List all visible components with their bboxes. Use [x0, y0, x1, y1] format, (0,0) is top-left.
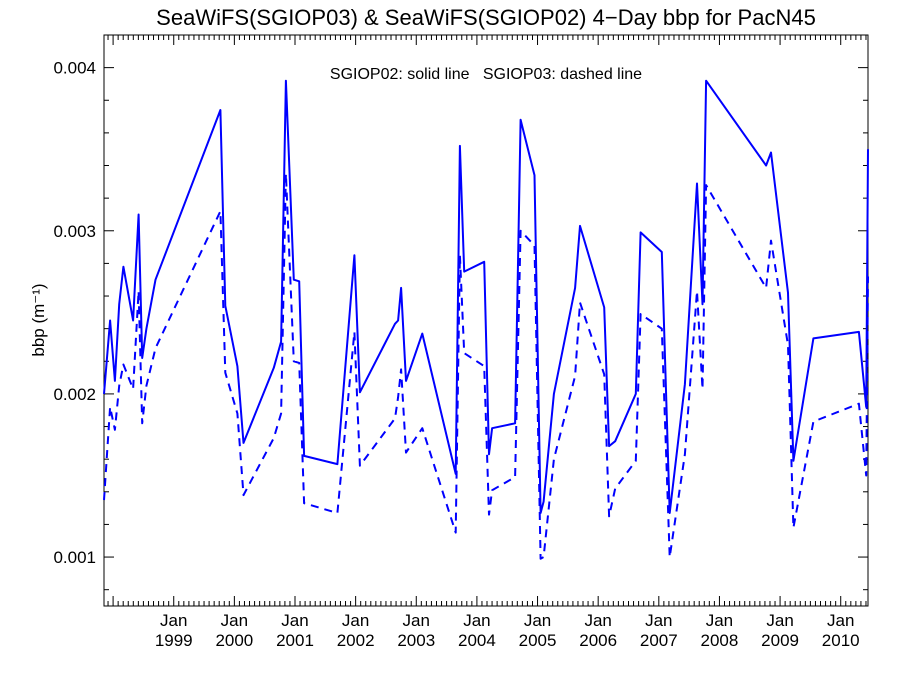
x-tick-month-label: Jan — [342, 611, 369, 630]
x-tick-month-label: Jan — [160, 611, 187, 630]
x-tick-year-label: 2009 — [761, 631, 799, 650]
x-tick-year-label: 2001 — [276, 631, 314, 650]
y-tick-label: 0.001 — [53, 548, 96, 567]
x-tick-month-label: Jan — [766, 611, 793, 630]
legend-text: SGIOP02: solid line SGIOP03: dashed line — [330, 66, 642, 83]
y-axis-label: bbp (m⁻¹) — [29, 283, 48, 356]
x-tick-year-label: 2006 — [579, 631, 617, 650]
x-tick-year-label: 2008 — [701, 631, 739, 650]
x-tick-month-label: Jan — [706, 611, 733, 630]
series-layer — [103, 79, 869, 560]
x-tick-year-label: 2003 — [397, 631, 435, 650]
x-axis-ticks: Jan1999Jan2000Jan2001Jan2002Jan2003Jan20… — [107, 35, 867, 650]
chart-title: SeaWiFS(SGIOP03) & SeaWiFS(SGIOP02) 4−Da… — [156, 5, 816, 30]
y-tick-label: 0.003 — [53, 222, 96, 241]
x-tick-month-label: Jan — [524, 611, 551, 630]
y-tick-label: 0.002 — [53, 385, 96, 404]
series-line-sgiop02 — [103, 79, 869, 514]
y-tick-label: 0.004 — [53, 59, 96, 78]
x-tick-year-label: 2010 — [822, 631, 860, 650]
x-tick-year-label: 2002 — [337, 631, 375, 650]
x-tick-year-label: 1999 — [155, 631, 193, 650]
x-tick-month-label: Jan — [403, 611, 430, 630]
x-tick-year-label: 2004 — [458, 631, 496, 650]
y-axis-ticks: 0.001 0.002 0.003 0.004 — [53, 59, 868, 591]
x-tick-month-label: Jan — [221, 611, 248, 630]
x-tick-month-label: Jan — [645, 611, 672, 630]
x-tick-month-label: Jan — [584, 611, 611, 630]
x-tick-year-label: 2007 — [640, 631, 678, 650]
x-tick-year-label: 2005 — [519, 631, 557, 650]
x-tick-month-label: Jan — [463, 611, 490, 630]
x-tick-month-label: Jan — [827, 611, 854, 630]
x-tick-year-label: 2000 — [215, 631, 253, 650]
x-tick-month-label: Jan — [281, 611, 308, 630]
